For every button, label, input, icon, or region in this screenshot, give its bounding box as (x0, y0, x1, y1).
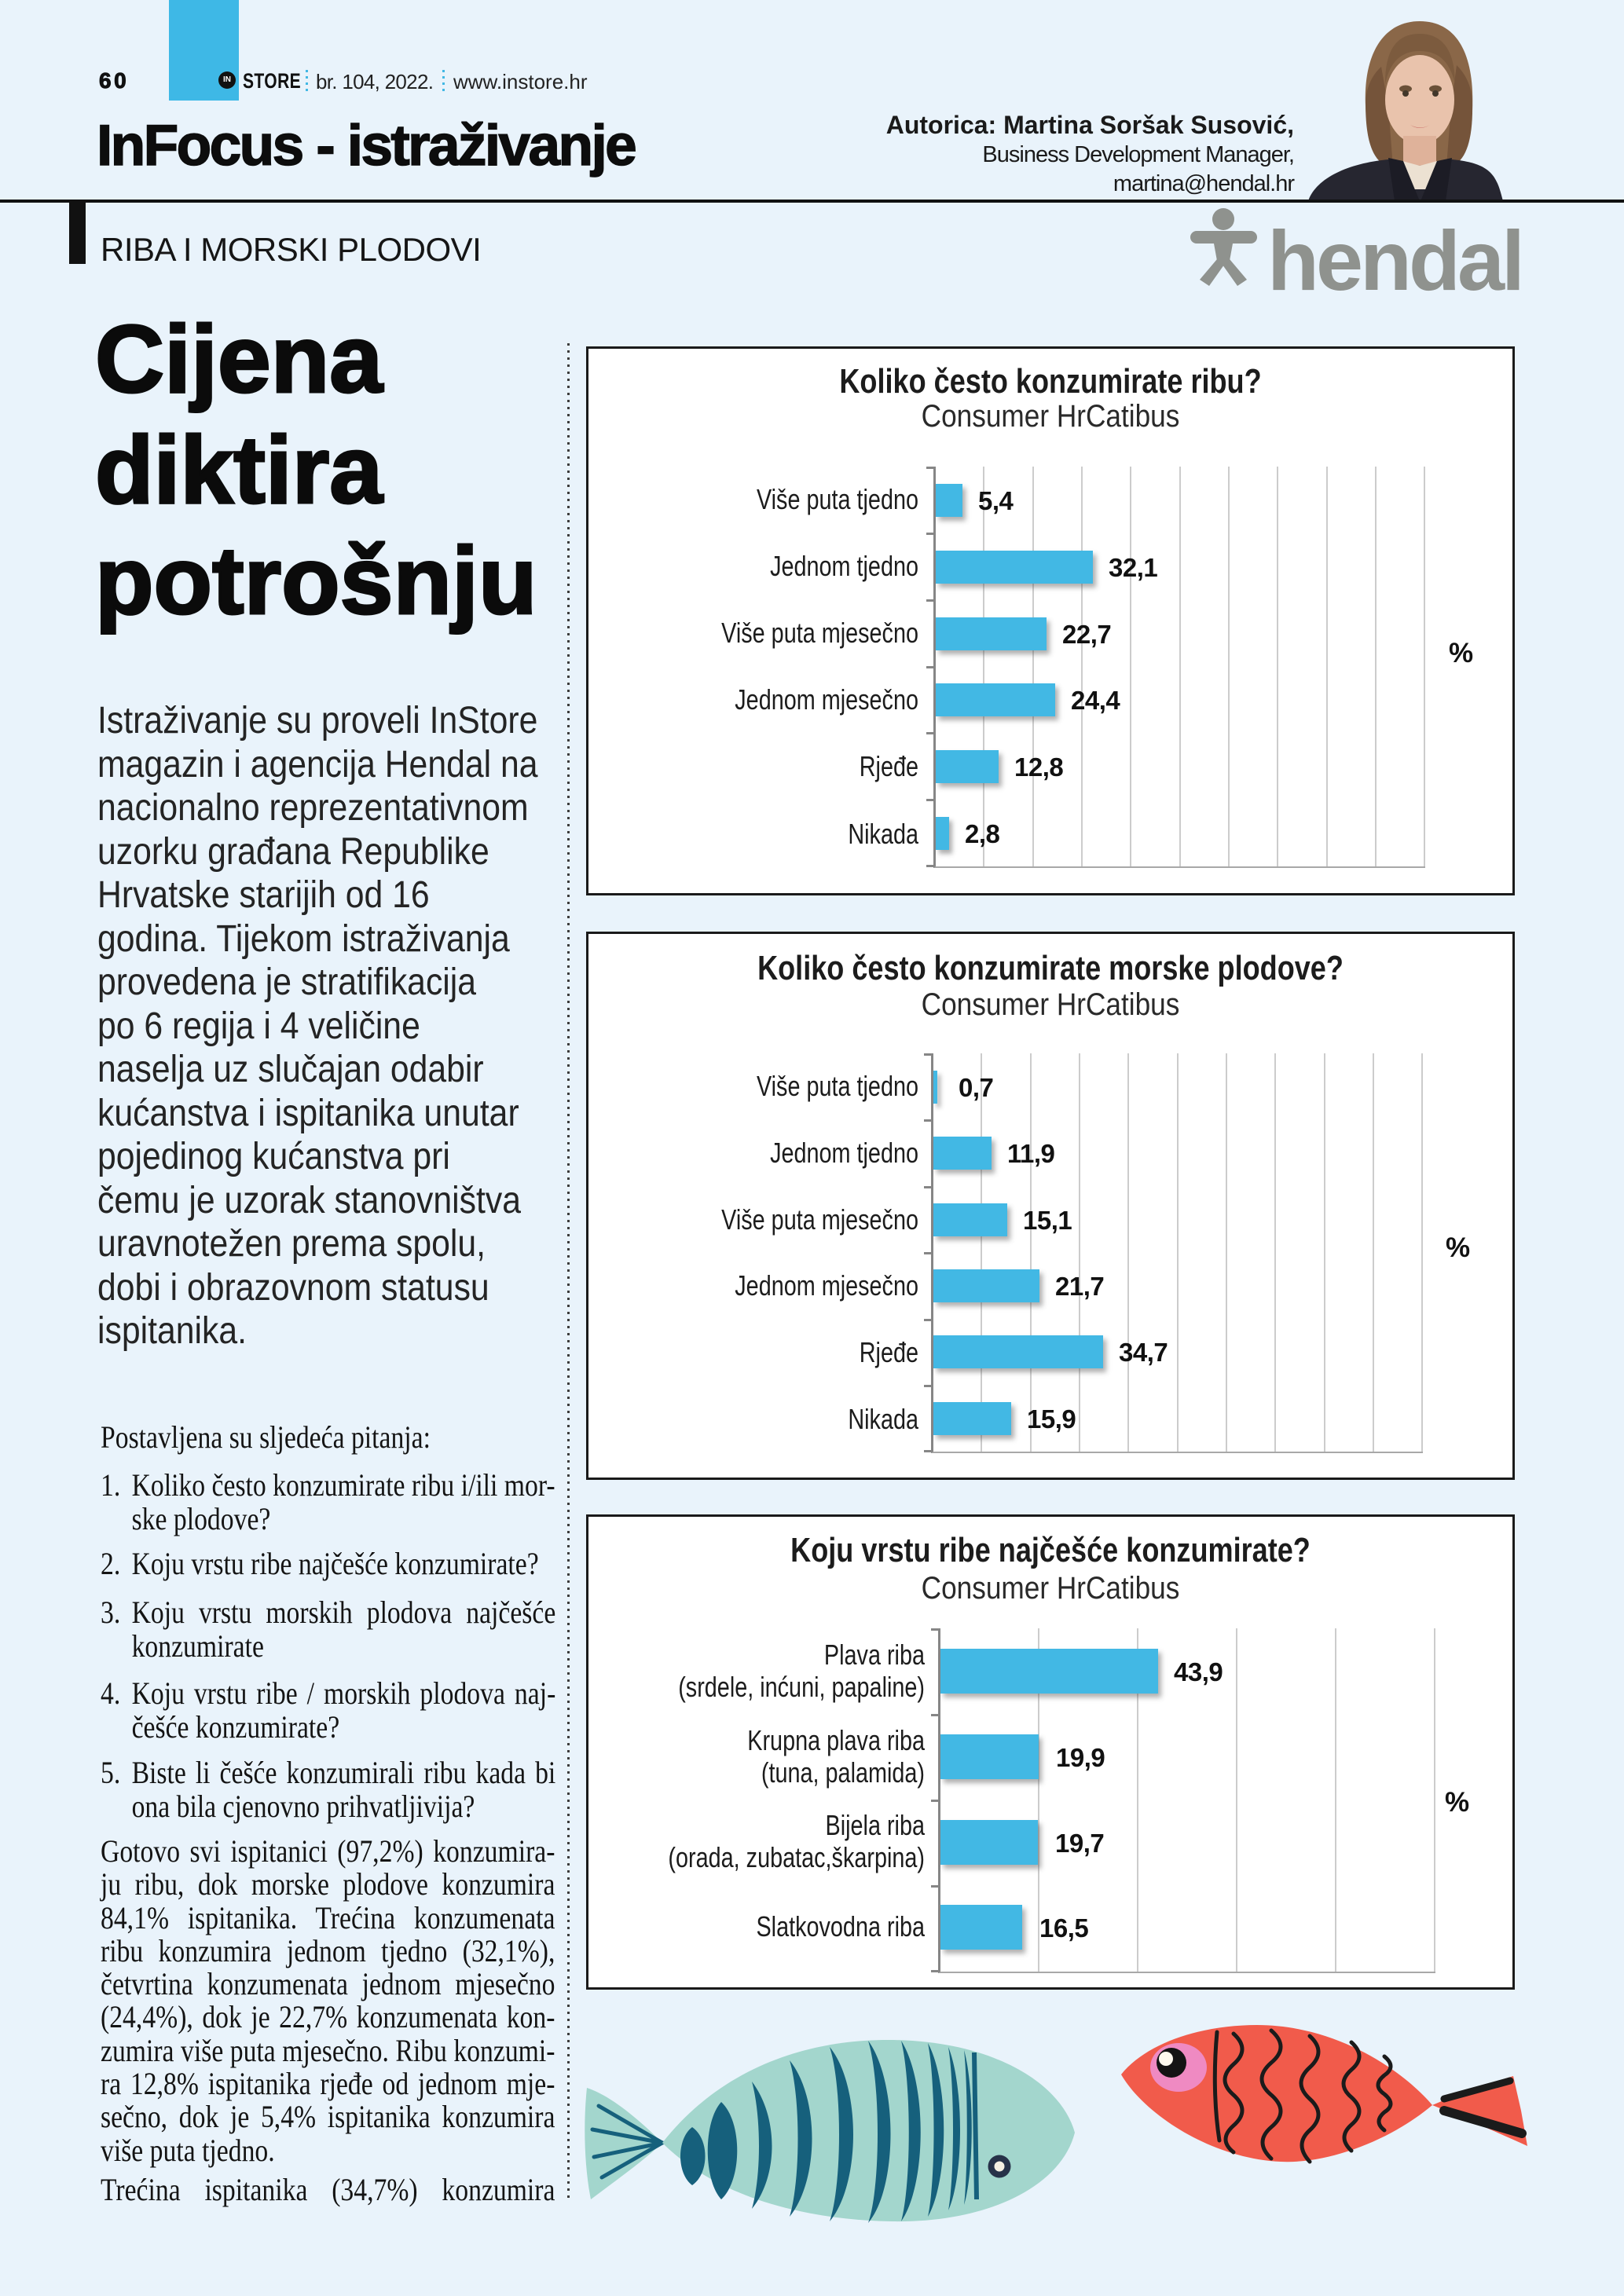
svg-text:hendal: hendal (1267, 213, 1522, 298)
